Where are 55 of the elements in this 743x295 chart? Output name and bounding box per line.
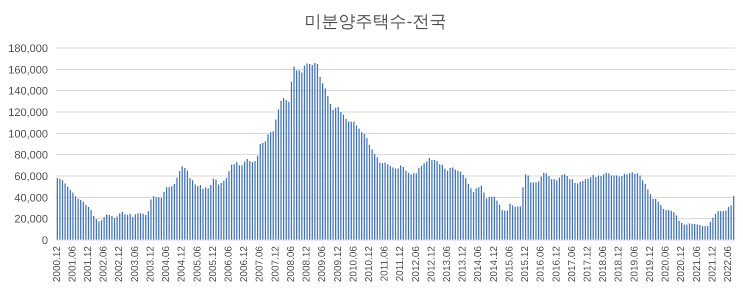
x-tick-label: 2010.06 — [348, 246, 360, 282]
y-tick-label: 100,000 — [8, 128, 48, 140]
x-tick-label: 2009.06 — [317, 246, 328, 282]
y-tick-label: 160,000 — [8, 64, 48, 76]
x-tick-label: 2004.12 — [176, 246, 188, 282]
x-tick-label: 2021.06 — [692, 246, 703, 282]
x-tick-label: 2022.06 — [722, 246, 734, 282]
x-tick-label: 2005.12 — [208, 246, 219, 282]
x-tick-label: 2006.06 — [224, 246, 234, 282]
x-tick-label: 2021.12 — [707, 246, 718, 282]
x-tick-label: 2008.06 — [286, 246, 297, 282]
chart-title: 미분양주택수-전국 — [304, 12, 446, 31]
x-tick-label: 2018.06 — [598, 246, 610, 282]
x-tick-label: 2001.12 — [83, 246, 94, 282]
x-tick-label: 2016.12 — [551, 246, 562, 282]
x-tick-label: 2003.12 — [145, 246, 156, 282]
y-tick-label: 0 — [42, 235, 48, 247]
x-tick-label: 2010.12 — [364, 246, 375, 282]
x-tick-label: 2001.06 — [67, 246, 78, 282]
x-tick-label: 2009.12 — [332, 246, 344, 282]
x-tick-label: 2013.12 — [458, 246, 469, 282]
x-tick-label: 2016.06 — [536, 246, 547, 282]
y-tick-label: 120,000 — [8, 107, 48, 119]
x-tick-label: 2008.12 — [302, 246, 313, 282]
x-tick-label: 2012.12 — [426, 246, 438, 282]
x-tick-label: 2006.12 — [239, 246, 250, 282]
x-tick-label: 2012.06 — [410, 246, 422, 282]
y-tick-label: 20,000 — [14, 214, 48, 226]
y-tick-label: 60,000 — [14, 171, 48, 183]
x-tick-label: 2020.06 — [660, 246, 672, 282]
x-tick-label: 2017.06 — [566, 246, 578, 282]
x-tick-label: 2007.12 — [270, 246, 282, 282]
x-tick-label: 2011.06 — [380, 246, 391, 282]
y-tick-label: 40,000 — [14, 192, 48, 204]
x-tick-label: 2015.12 — [520, 246, 532, 282]
y-tick-label: 80,000 — [14, 150, 48, 162]
x-tick-label: 2019.12 — [644, 246, 656, 282]
x-tick-label: 2019.06 — [629, 246, 640, 282]
x-tick-label: 2002.06 — [98, 246, 110, 282]
x-tick-label: 2004.06 — [161, 246, 172, 282]
x-tick-label: 2018.12 — [614, 246, 625, 282]
x-tick-label: 2002.12 — [114, 246, 126, 282]
x-tick-label: 2015.06 — [504, 246, 516, 282]
x-tick-label: 2000.12 — [52, 246, 63, 282]
x-tick-label: 2020.12 — [676, 246, 688, 282]
x-tick-label: 2003.06 — [130, 246, 141, 282]
x-tick-label: 2014.12 — [488, 246, 500, 282]
x-tick-label: 2007.06 — [254, 246, 266, 282]
x-tick-label: 2017.12 — [582, 246, 594, 282]
y-tick-label: 140,000 — [8, 86, 48, 98]
x-tick-label: 2013.06 — [442, 246, 454, 282]
x-tick-label: 2005.06 — [192, 246, 204, 282]
x-tick-label: 2014.06 — [473, 246, 484, 282]
y-tick-label: 180,000 — [8, 43, 48, 55]
x-tick-label: 2011.12 — [395, 246, 406, 282]
